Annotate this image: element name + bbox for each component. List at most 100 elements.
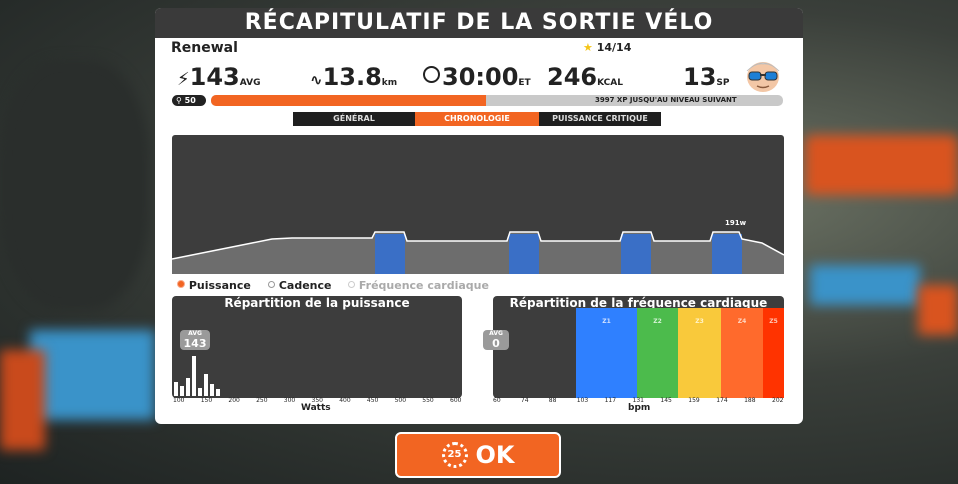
tick-label: 450 bbox=[366, 397, 379, 404]
tick-label: 88 bbox=[548, 397, 557, 404]
level-badge: ⚲ 50 bbox=[172, 95, 206, 106]
timeline-svg: 191w bbox=[171, 219, 785, 274]
hr-zone-2-label: Z2 bbox=[653, 318, 662, 325]
tick-label: 131 bbox=[632, 397, 644, 404]
hr-avg-value: 0 bbox=[492, 337, 500, 350]
tab-chronologie[interactable]: CHRONOLOGIE bbox=[415, 112, 539, 126]
tick-label: 550 bbox=[422, 397, 434, 404]
calories-value: 246 bbox=[547, 63, 598, 91]
tick-label: 500 bbox=[394, 397, 407, 404]
power-value: 143 bbox=[189, 63, 240, 91]
tick-label: 60 bbox=[493, 397, 501, 404]
avatar bbox=[741, 53, 785, 93]
power-distribution-title: Répartition de la puissance bbox=[224, 296, 410, 310]
heart-rate-axis-label: bpm bbox=[628, 403, 651, 413]
legend-power[interactable]: Puissance bbox=[177, 279, 251, 292]
tick-label: 600 bbox=[450, 397, 462, 404]
power-avg-label: AVG bbox=[188, 330, 202, 337]
power-radio-icon bbox=[177, 280, 185, 288]
power-dist-svg bbox=[174, 356, 220, 396]
route-icon: ∿ bbox=[310, 71, 323, 89]
power-bar bbox=[204, 374, 208, 396]
hr-zone-1-label: Z1 bbox=[602, 318, 611, 325]
lightning-icon: ⚡ bbox=[177, 69, 190, 90]
hr-zone-3: Z3 bbox=[678, 308, 721, 398]
tick-label: 74 bbox=[520, 397, 529, 404]
route-name: Renewal bbox=[171, 40, 238, 56]
star-icon: ★ bbox=[583, 41, 593, 54]
bike-icon: ⚲ bbox=[176, 96, 182, 105]
heart-rate-distribution-title: Répartition de la fréquence cardiaque bbox=[509, 296, 768, 310]
background-orange-banner-right bbox=[918, 285, 958, 335]
ok-button[interactable]: 25 OK bbox=[395, 432, 561, 478]
heart-rate-distribution: Répartition de la fréquence cardiaque Z1… bbox=[483, 296, 784, 398]
tab-general[interactable]: GÉNÉRAL bbox=[293, 112, 415, 126]
tick-label: 150 bbox=[200, 397, 213, 404]
clock-icon bbox=[423, 66, 440, 83]
hr-zone-2: Z2 bbox=[637, 308, 678, 398]
tick-label: 300 bbox=[283, 397, 296, 404]
power-avg-value: 143 bbox=[183, 337, 207, 350]
peak-power-label: 191w bbox=[725, 219, 747, 227]
power-bar bbox=[180, 386, 184, 396]
legend-heart-rate[interactable]: Fréquence cardiaque bbox=[348, 279, 489, 292]
level-value: 50 bbox=[184, 96, 196, 105]
legend-power-label: Puissance bbox=[188, 279, 251, 292]
power-bar bbox=[192, 356, 196, 396]
xp-text: 3997 XP JUSQU'AU NIVEAU SUIVANT bbox=[595, 96, 737, 104]
background-orange-banner-left bbox=[0, 350, 45, 450]
tick-label: 250 bbox=[256, 397, 268, 404]
tick-label: 400 bbox=[339, 397, 351, 404]
hr-avg-badge: AVG 0 bbox=[483, 330, 509, 350]
distance-unit: km bbox=[381, 78, 398, 88]
power-distribution: Répartition de la puissance AVG 143 bbox=[172, 296, 462, 398]
time-unit: ET bbox=[518, 78, 531, 88]
tick-label: 202 bbox=[772, 397, 784, 404]
background-left-rocks bbox=[0, 60, 150, 310]
level-ring-icon: 25 bbox=[441, 442, 468, 468]
time-value: 30:00 bbox=[442, 63, 519, 91]
power-axis-label: Watts bbox=[301, 403, 331, 413]
xp-bar bbox=[211, 95, 783, 106]
power-bar bbox=[210, 384, 214, 396]
tab-puissance-critique[interactable]: PUISSANCE CRITIQUE bbox=[539, 112, 661, 126]
hr-zone-1: Z1 bbox=[576, 308, 637, 398]
calories-unit: KCAL bbox=[597, 78, 623, 88]
distance-value: 13.8 bbox=[322, 63, 382, 91]
power-bar bbox=[186, 378, 190, 396]
background-blue-banner-right bbox=[810, 265, 920, 305]
power-stat: ⚡143AVG bbox=[177, 63, 260, 91]
power-bar bbox=[216, 389, 220, 396]
ok-badge: 25 bbox=[447, 449, 462, 460]
legend-heart-rate-label: Fréquence cardiaque bbox=[358, 279, 489, 292]
power-area bbox=[172, 232, 784, 274]
legend-cadence[interactable]: Cadence bbox=[268, 279, 332, 292]
summary-title: RÉCAPITULATIF DE LA SORTIE VÉLO bbox=[155, 8, 803, 38]
interval-block-4 bbox=[712, 234, 742, 274]
sport-unit: SP bbox=[716, 78, 730, 88]
distance-stat: ∿13.8km bbox=[310, 63, 397, 91]
power-bar bbox=[198, 388, 202, 396]
tick-label: 174 bbox=[716, 397, 728, 404]
hr-zones: Z1 Z2 Z3 Z4 Z5 bbox=[576, 308, 784, 398]
ok-label: OK bbox=[475, 441, 515, 469]
hr-zone-5: Z5 bbox=[763, 308, 784, 398]
summary-tabs: GÉNÉRAL CHRONOLOGIE PUISSANCE CRITIQUE bbox=[293, 112, 661, 126]
tick-label: 350 bbox=[311, 397, 323, 404]
background-orange-tent bbox=[805, 135, 958, 195]
cadence-radio-icon bbox=[268, 281, 275, 288]
tick-label: 117 bbox=[604, 397, 617, 404]
ride-summary-panel: RÉCAPITULATIF DE LA SORTIE VÉLO Renewal … bbox=[155, 8, 803, 424]
power-line bbox=[171, 231, 785, 260]
hr-zone-3-label: Z3 bbox=[695, 318, 704, 325]
tick-label: 145 bbox=[660, 397, 672, 404]
tick-label: 103 bbox=[576, 397, 589, 404]
achievements-count: 14/14 bbox=[596, 41, 632, 54]
tick-label: 100 bbox=[173, 397, 185, 404]
xp-bar-fill bbox=[211, 95, 486, 106]
time-stat: 30:00ET bbox=[423, 63, 531, 91]
interval-block-2 bbox=[509, 234, 539, 274]
tick-label: 159 bbox=[688, 397, 700, 404]
power-bar bbox=[174, 382, 178, 396]
background-blue-banner-left bbox=[30, 330, 155, 420]
